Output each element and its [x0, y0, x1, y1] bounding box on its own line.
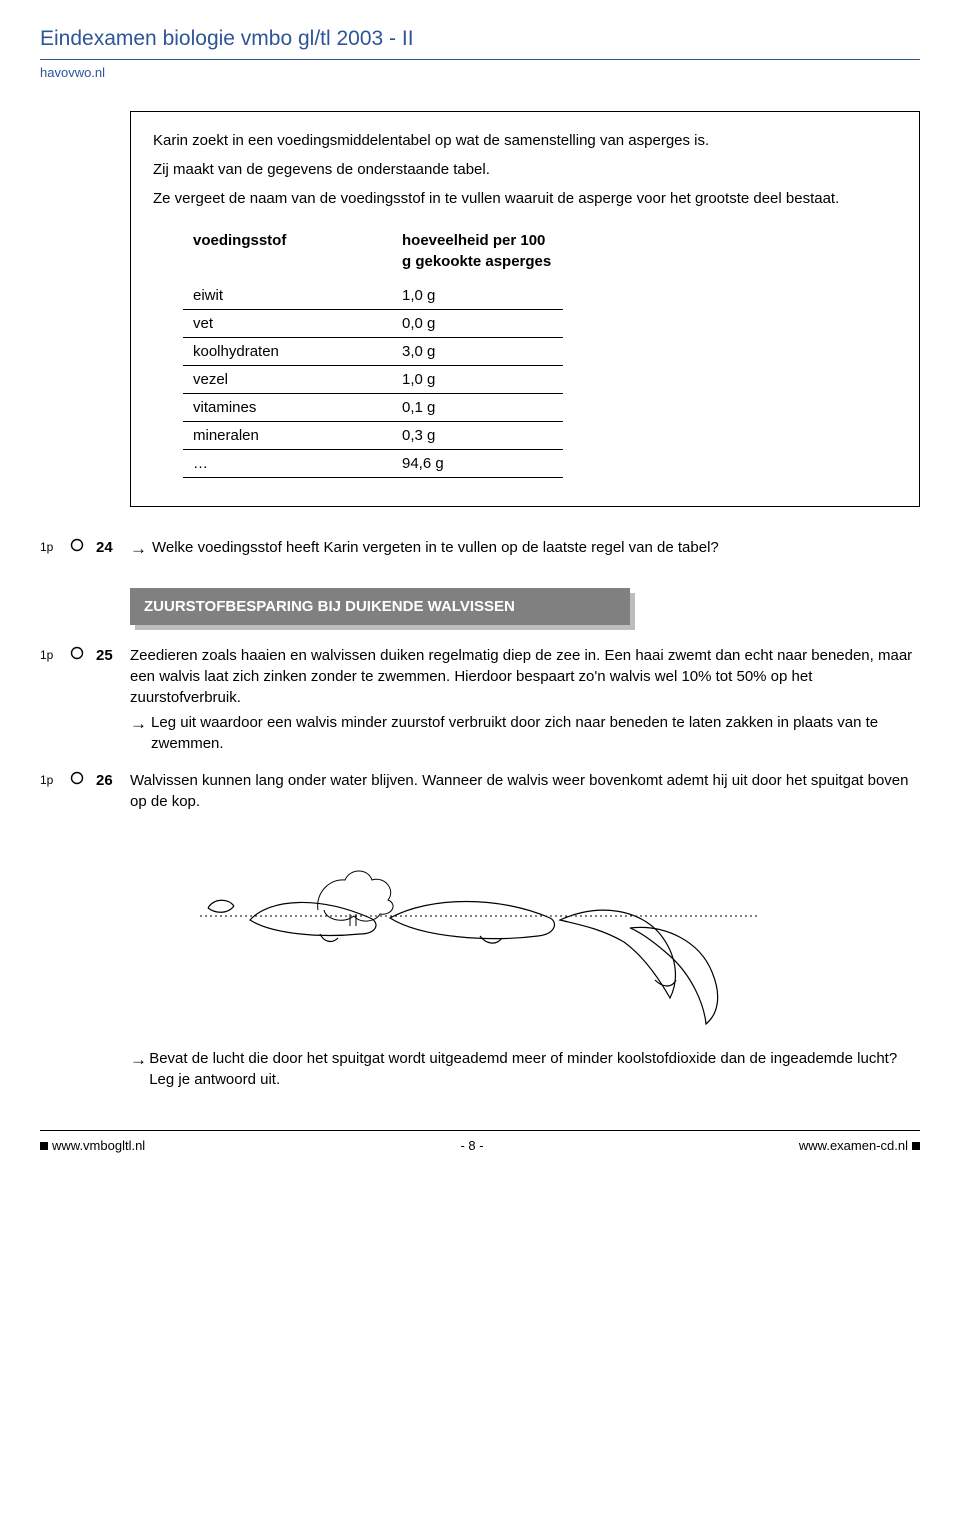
section-title: ZUURSTOFBESPARING BIJ DUIKENDE WALVISSEN	[130, 588, 630, 625]
question-body: Zeedieren zoals haaien en walvissen duik…	[130, 645, 920, 708]
nutrient-value: 94,6 g	[392, 449, 563, 477]
table-row: mineralen0,3 g	[183, 421, 563, 449]
question-number: 25	[96, 645, 130, 666]
question-25: 1p 25 Zeedieren zoals haaien en walvisse…	[40, 645, 920, 754]
intro-paragraph-3: Ze vergeet de naam van de voedingsstof i…	[153, 188, 897, 209]
page-title: Eindexamen biologie vmbo gl/tl 2003 - II	[40, 24, 920, 60]
arrow-icon: →	[130, 712, 151, 754]
arrow-icon: →	[130, 537, 152, 561]
question-text: Welke voedingsstof heeft Karin vergeten …	[152, 537, 920, 558]
section-banner: ZUURSTOFBESPARING BIJ DUIKENDE WALVISSEN	[130, 588, 630, 625]
circle-icon	[70, 645, 96, 660]
nutrient-value: 1,0 g	[392, 282, 563, 310]
footer-center: - 8 -	[460, 1137, 483, 1155]
table-header-right: hoeveelheid per 100 g gekookte asperges	[392, 227, 563, 282]
table-row: vitamines0,1 g	[183, 393, 563, 421]
nutrient-name: vitamines	[183, 393, 392, 421]
bullet-icon	[40, 1142, 48, 1150]
nutrient-value: 3,0 g	[392, 337, 563, 365]
table-row: vezel1,0 g	[183, 365, 563, 393]
intro-paragraph-2: Zij maakt van de gegevens de onderstaand…	[153, 159, 897, 180]
nutrient-value: 1,0 g	[392, 365, 563, 393]
nutrient-value: 0,1 g	[392, 393, 563, 421]
bullet-icon	[912, 1142, 920, 1150]
nutrient-name: vezel	[183, 365, 392, 393]
nutrition-table: voedingsstof hoeveelheid per 100 g gekoo…	[183, 227, 563, 478]
nutrient-name: eiwit	[183, 282, 392, 310]
question-subprompt: Bevat de lucht die door het spuitgat wor…	[149, 1048, 920, 1090]
points-label: 1p	[40, 770, 70, 789]
question-26: 1p 26 Walvissen kunnen lang onder water …	[40, 770, 920, 816]
points-label: 1p	[40, 645, 70, 664]
question-subprompt: Leg uit waardoor een walvis minder zuurs…	[151, 712, 920, 754]
page-subtitle: havovwo.nl	[40, 64, 920, 82]
context-box: Karin zoekt in een voedingsmiddelentabel…	[130, 111, 920, 507]
circle-icon	[70, 770, 96, 785]
nutrient-name: mineralen	[183, 421, 392, 449]
nutrient-value: 0,3 g	[392, 421, 563, 449]
question-26-sub: → Bevat de lucht die door het spuitgat w…	[40, 1048, 920, 1090]
nutrient-value: 0,0 g	[392, 309, 563, 337]
arrow-icon: →	[130, 1048, 149, 1090]
points-label: 1p	[40, 537, 70, 556]
whale-illustration	[200, 838, 760, 1028]
nutrient-name: koolhydraten	[183, 337, 392, 365]
page-footer: www.vmbogltl.nl - 8 - www.examen-cd.nl	[40, 1130, 920, 1155]
table-row: vet0,0 g	[183, 309, 563, 337]
footer-right: www.examen-cd.nl	[799, 1137, 908, 1155]
question-number: 26	[96, 770, 130, 791]
table-row: koolhydraten3,0 g	[183, 337, 563, 365]
footer-left: www.vmbogltl.nl	[52, 1137, 145, 1155]
table-header-left: voedingsstof	[183, 227, 392, 282]
circle-icon	[70, 537, 96, 552]
nutrient-name: vet	[183, 309, 392, 337]
question-body: Walvissen kunnen lang onder water blijve…	[130, 770, 920, 812]
intro-paragraph-1: Karin zoekt in een voedingsmiddelentabel…	[153, 130, 897, 151]
nutrient-name: …	[183, 449, 392, 477]
table-row: eiwit1,0 g	[183, 282, 563, 310]
table-row: …94,6 g	[183, 449, 563, 477]
question-24: 1p 24 → Welke voedingsstof heeft Karin v…	[40, 537, 920, 561]
question-number: 24	[96, 537, 130, 558]
